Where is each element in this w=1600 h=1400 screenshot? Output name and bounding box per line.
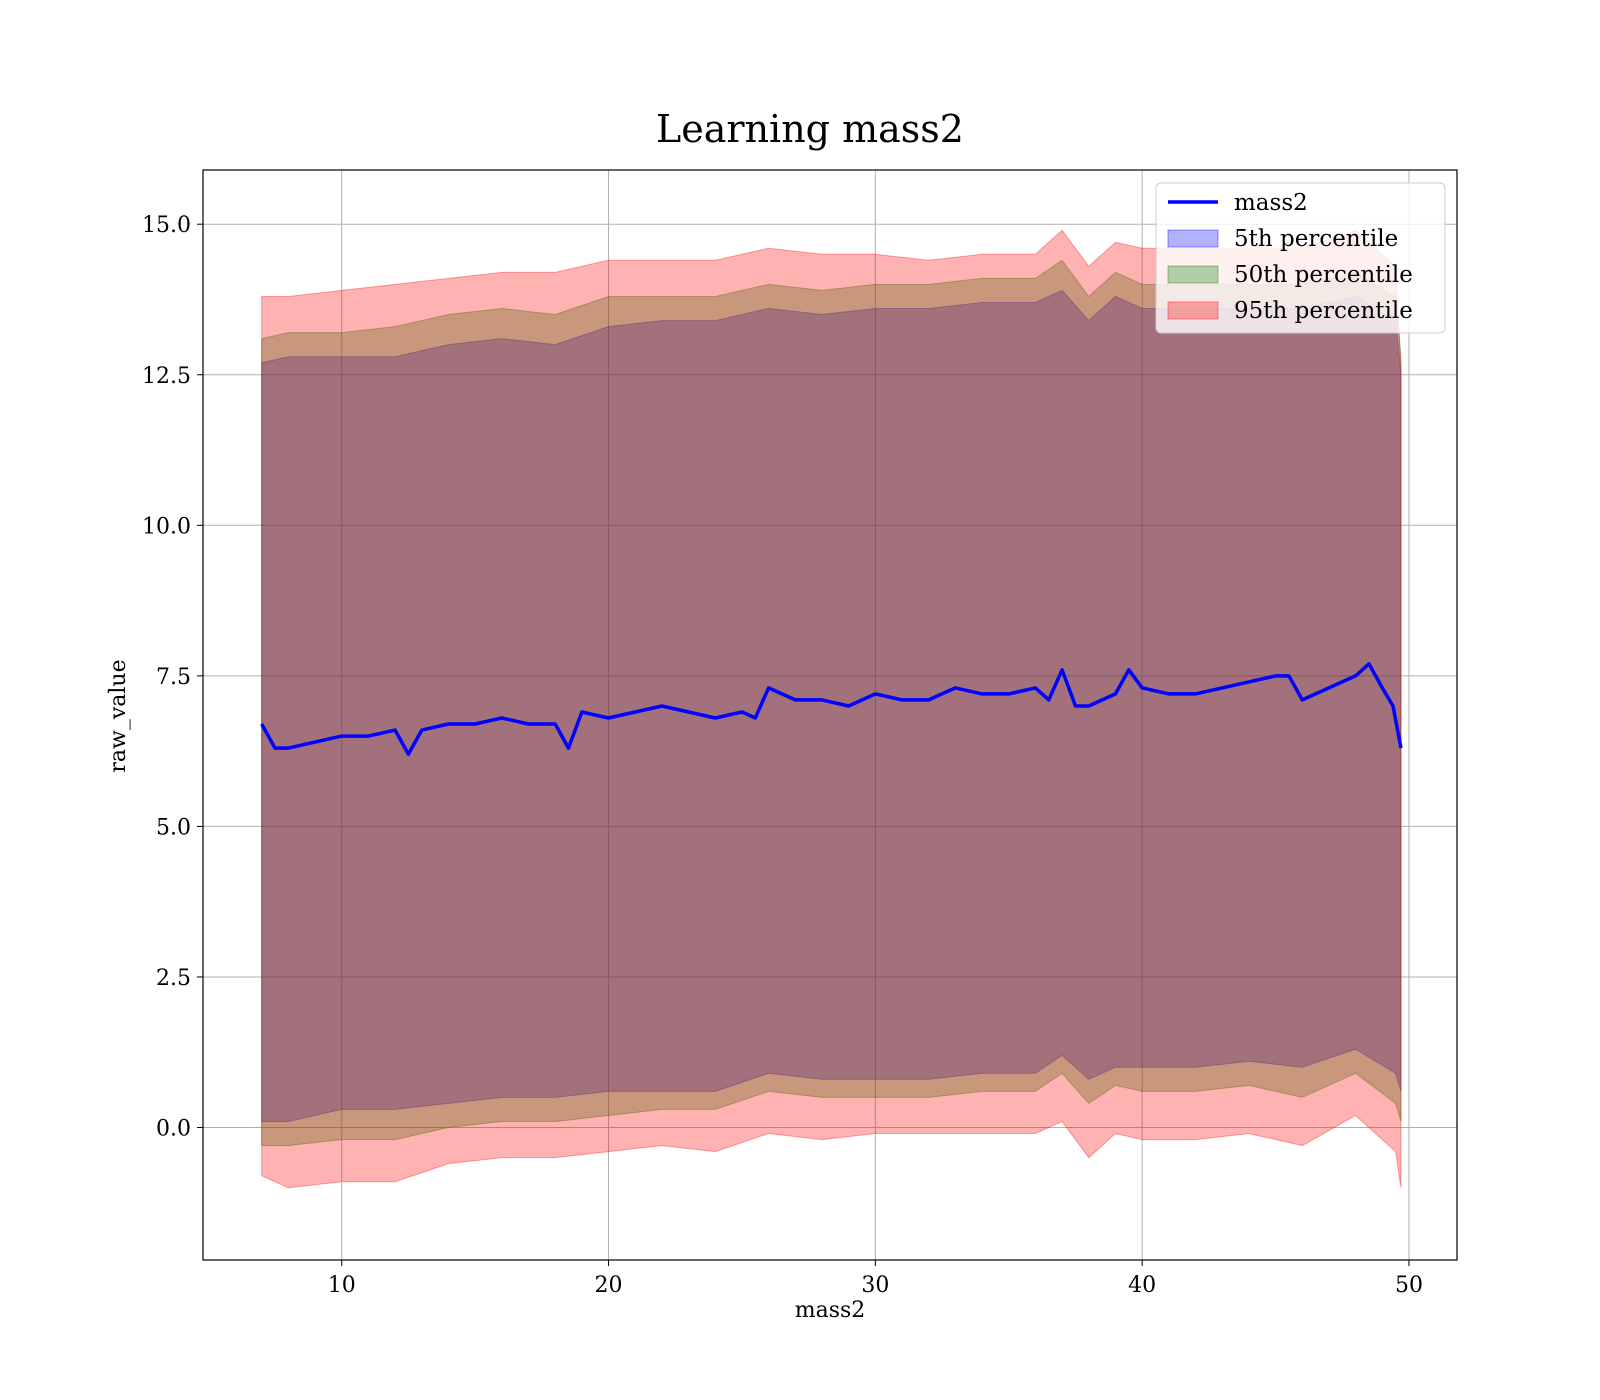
legend-label: 50th percentile [1234,262,1413,288]
y-tick-label: 12.5 [142,364,191,389]
y-tick-label: 2.5 [156,966,191,991]
series-lines [260,662,1403,756]
band-5th-percentile [261,289,1402,1122]
axis-ticks: 10 20 30 40 50 0.0 2.5 5.0 7.5 10.0 12.5 15.0 [142,213,1423,1298]
x-tick-label: 20 [595,1273,623,1298]
y-tick-label: 10.0 [142,514,191,539]
legend-label: mass2 [1234,190,1308,216]
x-tick-label: 50 [1395,1273,1423,1298]
x-tick-label: 30 [861,1273,889,1298]
y-tick-label: 15.0 [142,213,191,238]
percentile-bands [261,229,1402,1189]
band-95th-percentile [261,229,1402,1189]
x-tick-label: 10 [328,1273,356,1298]
plot-frame [202,169,1458,1261]
y-tick-label: 0.0 [156,1117,191,1142]
legend: mass2 5th percentile 50th percentile 95th p… [1155,182,1446,334]
y-tick-label: 7.5 [156,665,191,690]
y-tick-label: 5.0 [156,815,191,840]
x-tick-label: 40 [1128,1273,1156,1298]
legend-box [1155,182,1446,334]
chart-title: Learning mass2 [656,107,964,151]
legend-label: 95th percentile [1234,298,1413,324]
grid [203,170,1457,1260]
series-line-mass2 [260,662,1403,756]
y-axis-label: raw_value [106,659,131,772]
legend-swatch-band [1167,229,1219,248]
legend-label: 5th percentile [1234,226,1398,252]
legend-swatch-band [1167,301,1219,320]
x-axis-label: mass2 [795,1298,866,1323]
legend-swatch-band [1167,265,1219,284]
